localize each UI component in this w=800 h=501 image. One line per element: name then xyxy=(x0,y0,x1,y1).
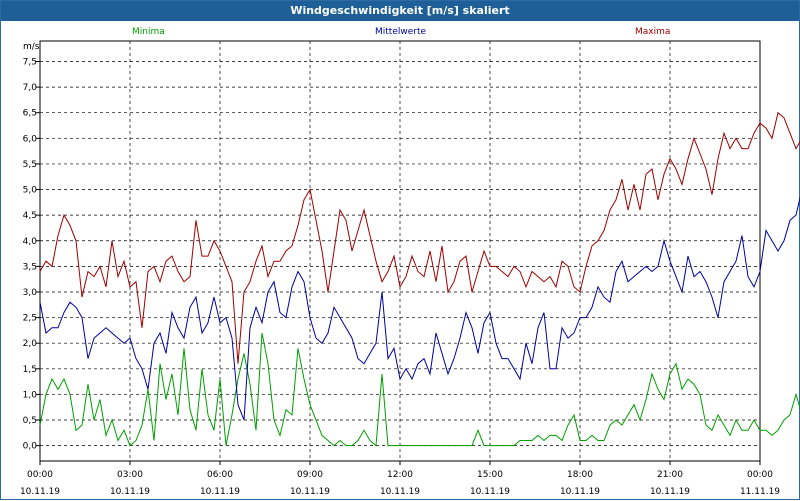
x-tick-time: 00:00 xyxy=(27,470,53,480)
series-line-maxima xyxy=(39,111,800,364)
x-tick-time: 00:00 xyxy=(747,470,773,480)
x-tick-time: 18:00 xyxy=(567,470,593,480)
y-tick-label: 5,0 xyxy=(23,186,38,196)
x-tick-time: 06:00 xyxy=(207,470,233,480)
y-tick-label: 3,0 xyxy=(23,288,38,298)
x-tick-date: 10.11.19 xyxy=(380,487,420,497)
x-tick-date: 10.11.19 xyxy=(470,487,510,497)
x-tick-time: 09:00 xyxy=(297,470,323,480)
x-tick-date: 10.11.19 xyxy=(200,487,240,497)
x-tick-date: 10.11.19 xyxy=(650,487,690,497)
legend-minima: Minima xyxy=(132,27,165,37)
x-tick-date: 10.11.19 xyxy=(20,487,60,497)
y-tick-label: 0,5 xyxy=(23,416,37,426)
x-tick-date: 10.11.19 xyxy=(560,487,600,497)
series-line-mittelwerte xyxy=(39,195,800,421)
legend-mittelwerte: Mittelwerte xyxy=(375,27,426,37)
x-tick-time: 12:00 xyxy=(387,470,413,480)
y-tick-label: 2,0 xyxy=(23,339,38,349)
x-tick-date: 10.11.19 xyxy=(290,487,330,497)
y-tick-label: 7,5 xyxy=(23,57,37,67)
x-tick-time: 21:00 xyxy=(657,470,683,480)
y-tick-label: 0,0 xyxy=(23,442,38,452)
chart-title: Windgeschwindigkeit [m/s] skaliert xyxy=(1,1,799,21)
x-tick-time: 03:00 xyxy=(117,470,143,480)
x-tick-date: 10.11.19 xyxy=(110,487,150,497)
y-tick-label: 5,5 xyxy=(23,160,37,170)
y-tick-label: 3,5 xyxy=(23,262,37,272)
y-tick-label: 2,5 xyxy=(23,314,37,324)
series-line-minima xyxy=(39,332,800,447)
y-tick-label: 7,0 xyxy=(23,83,38,93)
x-tick-date: 11.11.19 xyxy=(740,487,780,497)
y-tick-label: 1,5 xyxy=(23,365,37,375)
y-tick-label: 6,0 xyxy=(23,134,38,144)
y-tick-label: 1,0 xyxy=(23,390,38,400)
legend-maxima: Maxima xyxy=(635,27,670,37)
y-axis-unit: m/s xyxy=(23,42,40,52)
y-tick-label: 4,5 xyxy=(23,211,37,221)
y-tick-label: 6,5 xyxy=(23,109,37,119)
x-tick-time: 15:00 xyxy=(477,470,503,480)
y-tick-label: 4,0 xyxy=(23,237,38,247)
